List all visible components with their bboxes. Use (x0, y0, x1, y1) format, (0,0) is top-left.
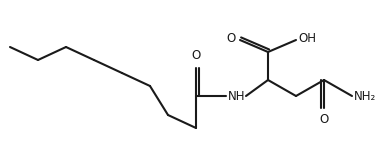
Text: OH: OH (298, 32, 316, 45)
Text: O: O (191, 49, 201, 62)
Text: NH: NH (228, 91, 245, 103)
Text: O: O (319, 113, 328, 126)
Text: NH₂: NH₂ (354, 91, 376, 103)
Text: O: O (227, 32, 236, 45)
